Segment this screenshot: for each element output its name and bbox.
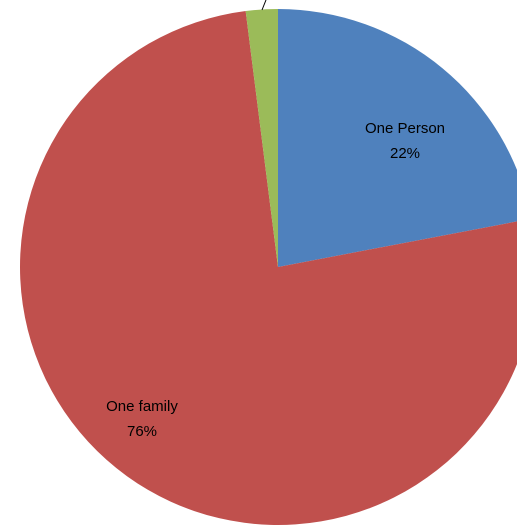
data-label-name: One family bbox=[106, 398, 178, 415]
pie-slice-one-person bbox=[278, 9, 517, 267]
data-label-value: 76% bbox=[127, 423, 157, 440]
data-label-one-person: One Person 22% bbox=[365, 120, 445, 162]
pie-data-labels: One Person 22% One family 76% bbox=[106, 0, 445, 440]
data-label-name: One Person bbox=[365, 120, 445, 137]
data-label-value: 22% bbox=[390, 145, 420, 162]
leader-line bbox=[261, 0, 267, 11]
pie-slice-other bbox=[245, 8, 278, 267]
pie-slices bbox=[20, 8, 517, 525]
data-label-one-family: One family 76% bbox=[106, 398, 178, 440]
pie-slice-one-family bbox=[20, 11, 517, 525]
